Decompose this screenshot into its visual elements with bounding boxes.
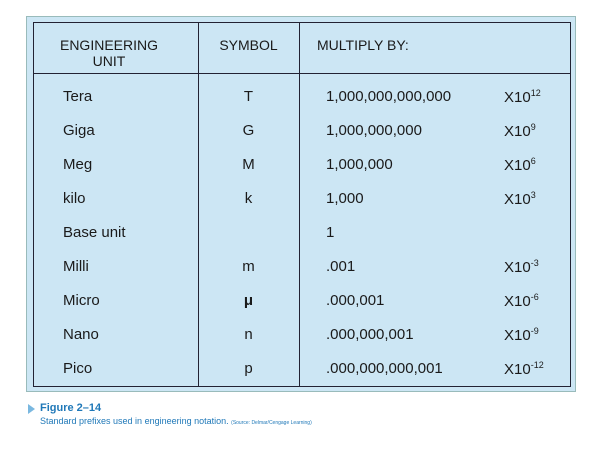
figure-label: Figure 2–14 — [40, 402, 102, 414]
caption-source: (Source: Delmar/Cengage Learning) — [231, 420, 312, 426]
caption-icon — [28, 404, 35, 414]
multiplier-cell: .000,000,000,001 — [326, 360, 443, 377]
symbol-cell: T — [243, 88, 254, 105]
symbol-cell: m — [242, 258, 255, 275]
power-cell: X103 — [504, 190, 536, 208]
unit-cell: Milli — [63, 258, 89, 275]
header-cell: ENGINEERING UNIT — [59, 37, 158, 69]
symbol-cell: k — [244, 190, 253, 207]
power-base: X10 — [504, 191, 531, 208]
prefix-table: ENGINEERING UNIT SYMBOL MULTIPLY BY: Ter… — [33, 22, 571, 387]
multiplier-cell: .000,001 — [326, 292, 385, 309]
multiplier-cell: 1,000 — [326, 190, 364, 207]
header-cell: SYMBOL — [219, 37, 278, 53]
symbol-cell: M — [242, 156, 255, 173]
power-exponent: 6 — [530, 156, 536, 166]
power-cell: X106 — [504, 156, 536, 174]
column-divider — [198, 23, 199, 386]
power-cell: X10-12 — [504, 360, 544, 378]
unit-cell: Giga — [63, 122, 95, 139]
power-exponent: 9 — [530, 122, 536, 132]
power-base: X10 — [504, 293, 531, 310]
unit-cell: Meg — [63, 156, 93, 173]
power-exponent: 3 — [530, 190, 536, 200]
power-cell: X10-3 — [504, 258, 539, 276]
symbol-cell: G — [242, 122, 255, 139]
power-exponent: -9 — [530, 326, 539, 336]
panel — [26, 16, 576, 392]
column-divider — [299, 23, 300, 386]
power-base: X10 — [504, 123, 531, 140]
unit-cell: Micro — [63, 292, 100, 309]
power-exponent: -3 — [530, 258, 539, 268]
power-base: X10 — [504, 89, 531, 106]
power-exponent: -12 — [530, 360, 544, 370]
header-divider — [34, 73, 570, 74]
unit-cell: Tera — [63, 88, 93, 105]
unit-cell: kilo — [63, 190, 86, 207]
power-cell: X10-6 — [504, 292, 539, 310]
power-exponent: 12 — [530, 88, 541, 98]
multiplier-cell: 1,000,000,000 — [326, 122, 422, 139]
power-base: X10 — [504, 259, 531, 276]
power-cell: X1012 — [504, 88, 541, 106]
power-cell: X10-9 — [504, 326, 539, 344]
multiplier-cell: 1 — [326, 224, 335, 241]
power-base: X10 — [504, 157, 531, 174]
unit-cell: Nano — [63, 326, 99, 343]
caption: Standard prefixes used in engineering no… — [40, 416, 229, 426]
unit-cell: Base unit — [63, 224, 126, 241]
power-cell: X109 — [504, 122, 536, 140]
power-base: X10 — [504, 361, 531, 378]
symbol-cell: p — [244, 360, 253, 377]
multiplier-cell: 1,000,000 — [326, 156, 393, 173]
header-cell: MULTIPLY BY: — [317, 37, 409, 53]
multiplier-cell: 1,000,000,000,000 — [326, 88, 452, 105]
symbol-cell: n — [244, 326, 253, 343]
multiplier-cell: .001 — [326, 258, 356, 275]
multiplier-cell: .000,000,001 — [326, 326, 414, 343]
power-base: X10 — [504, 327, 531, 344]
unit-cell: Pico — [63, 360, 93, 377]
symbol-cell: μ — [243, 292, 254, 309]
caption-text: Standard prefixes used in engineering no… — [40, 416, 312, 426]
power-exponent: -6 — [530, 292, 539, 302]
